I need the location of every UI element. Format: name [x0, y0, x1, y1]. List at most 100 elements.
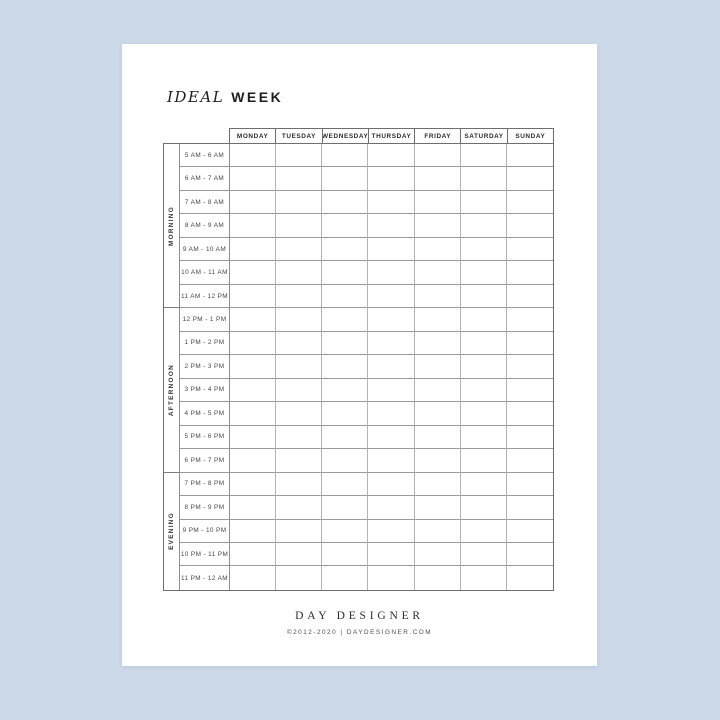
day-header-row: MONDAY TUESDAY WEDNESDAY THURSDAY FRIDAY SATU…: [229, 128, 554, 144]
page-title-italic-word: IDEAL: [167, 88, 225, 106]
schedule-cell: [368, 284, 415, 309]
schedule-cell: [506, 542, 553, 567]
schedule-cell: [368, 378, 415, 403]
copyright-line: ©2012-2020 | DAYDESIGNER.COM: [286, 629, 433, 636]
time-slot-label: 12 PM - 1 PM: [180, 308, 230, 332]
section-label-text: MORNING: [168, 205, 175, 246]
schedule-cell: [368, 566, 415, 590]
schedule-cell: [230, 519, 277, 543]
schedule-cell: [460, 284, 507, 309]
schedule-cell: [368, 542, 415, 567]
time-slot-label: 8 AM - 9 AM: [180, 214, 230, 238]
schedule-cell: [460, 331, 507, 356]
schedule-cell: [276, 542, 323, 567]
schedule-cell: [230, 355, 277, 379]
schedule-cell: [460, 214, 507, 238]
schedule-cell: [506, 566, 553, 590]
schedule-cell: [414, 496, 461, 520]
schedule-cell: [276, 237, 323, 262]
schedule-cell: [506, 331, 553, 356]
time-slot-label: 2 PM - 3 PM: [180, 355, 230, 379]
schedule-cell: [322, 331, 369, 356]
day-header-saturday: SATURDAY: [460, 129, 506, 144]
schedule-cell: [230, 167, 277, 191]
schedule-cell: [414, 425, 461, 450]
schedule-cell: [460, 449, 507, 473]
schedule-cell: [506, 214, 553, 238]
time-slot-label: 8 PM - 9 PM: [180, 496, 230, 520]
schedule-grid: MORNING 5 AM - 6 AM 6 AM - 7 AM 7 AM - 8 AM…: [163, 143, 554, 591]
schedule-cell: [506, 378, 553, 403]
section-label-morning: MORNING: [164, 144, 180, 309]
time-slot-label: 7 PM - 8 PM: [180, 472, 230, 497]
schedule-cell: [230, 331, 277, 356]
schedule-cell: [276, 261, 323, 285]
schedule-cell: [368, 449, 415, 473]
section-label-afternoon: AFTERNOON: [164, 308, 180, 473]
schedule-cell: [414, 472, 461, 497]
day-header-tuesday: TUESDAY: [275, 129, 321, 144]
schedule-cell: [322, 402, 369, 426]
schedule-cell: [414, 355, 461, 379]
schedule-cell: [230, 378, 277, 403]
schedule-cell: [322, 355, 369, 379]
schedule-cell: [322, 378, 369, 403]
schedule-cell: [368, 308, 415, 332]
schedule-cell: [368, 237, 415, 262]
schedule-cell: [368, 496, 415, 520]
schedule-cell: [414, 331, 461, 356]
schedule-cell: [506, 190, 553, 215]
page-title: IDEAL WEEK: [167, 88, 283, 106]
brand-logo-text: DAY DESIGNER: [295, 610, 424, 622]
schedule-cell: [506, 402, 553, 426]
schedule-cell: [460, 472, 507, 497]
planner-page: IDEAL WEEK MONDAY TUESDAY WEDNESDAY THURSDA…: [122, 44, 597, 666]
schedule-cell: [276, 519, 323, 543]
day-header-thursday: THURSDAY: [367, 129, 414, 144]
schedule-cell: [322, 472, 369, 497]
section-label-text: EVENING: [168, 512, 175, 551]
schedule-cell: [276, 144, 323, 168]
schedule-cell: [230, 144, 277, 168]
schedule-cell: [414, 308, 461, 332]
schedule-cell: [230, 308, 277, 332]
day-header-monday: MONDAY: [236, 133, 269, 140]
schedule-cell: [322, 144, 369, 168]
schedule-cell: [368, 167, 415, 191]
schedule-cell: [506, 308, 553, 332]
schedule-cell: [368, 472, 415, 497]
time-slot-label: 10 PM - 11 PM: [180, 542, 230, 567]
schedule-cell: [368, 190, 415, 215]
time-slot-label: 1 PM - 2 PM: [180, 331, 230, 356]
day-header-friday: FRIDAY: [414, 129, 460, 144]
schedule-cell: [276, 402, 323, 426]
schedule-cell: [322, 261, 369, 285]
schedule-cell: [460, 542, 507, 567]
schedule-cell: [506, 496, 553, 520]
page-title-bold-word: WEEK: [231, 89, 284, 105]
schedule-cell: [276, 167, 323, 191]
schedule-cell: [276, 496, 323, 520]
schedule-cell: [368, 425, 415, 450]
time-slot-label: 7 AM - 8 AM: [180, 190, 230, 215]
schedule-cell: [368, 402, 415, 426]
schedule-cell: [506, 237, 553, 262]
schedule-cell: [276, 284, 323, 309]
schedule-cell: [230, 402, 277, 426]
schedule-cell: [460, 378, 507, 403]
schedule-cell: [460, 425, 507, 450]
schedule-cell: [230, 425, 277, 450]
schedule-cell: [506, 472, 553, 497]
schedule-cell: [230, 496, 277, 520]
schedule-cell: [460, 355, 507, 379]
schedule-cell: [506, 261, 553, 285]
schedule-cell: [230, 566, 277, 590]
schedule-cell: [230, 542, 277, 567]
schedule-cell: [276, 355, 323, 379]
schedule-cell: [322, 284, 369, 309]
schedule-cell: [322, 425, 369, 450]
schedule-cell: [414, 542, 461, 567]
day-header-wednesday: WEDNESDAY: [321, 129, 368, 144]
schedule-cell: [322, 566, 369, 590]
